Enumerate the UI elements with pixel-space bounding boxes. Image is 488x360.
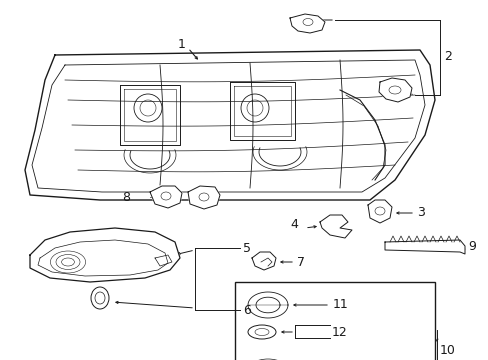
Polygon shape — [150, 186, 182, 208]
Polygon shape — [187, 186, 220, 209]
Polygon shape — [384, 240, 464, 254]
Polygon shape — [378, 78, 411, 102]
Text: 9: 9 — [467, 239, 475, 252]
Text: 11: 11 — [332, 298, 348, 311]
Polygon shape — [319, 215, 351, 238]
Text: 2: 2 — [443, 50, 451, 63]
Polygon shape — [25, 50, 434, 200]
Text: 4: 4 — [289, 219, 297, 231]
Text: 8: 8 — [122, 192, 130, 204]
Bar — [235, 282, 434, 360]
Text: 1: 1 — [178, 37, 185, 50]
Polygon shape — [367, 200, 391, 223]
Polygon shape — [289, 14, 325, 33]
Polygon shape — [251, 252, 275, 270]
Text: 12: 12 — [331, 325, 347, 338]
Text: 10: 10 — [439, 343, 455, 356]
Polygon shape — [30, 228, 180, 282]
Text: 5: 5 — [243, 242, 250, 255]
Text: 7: 7 — [296, 256, 305, 269]
Text: 6: 6 — [243, 303, 250, 316]
Text: 3: 3 — [416, 207, 424, 220]
